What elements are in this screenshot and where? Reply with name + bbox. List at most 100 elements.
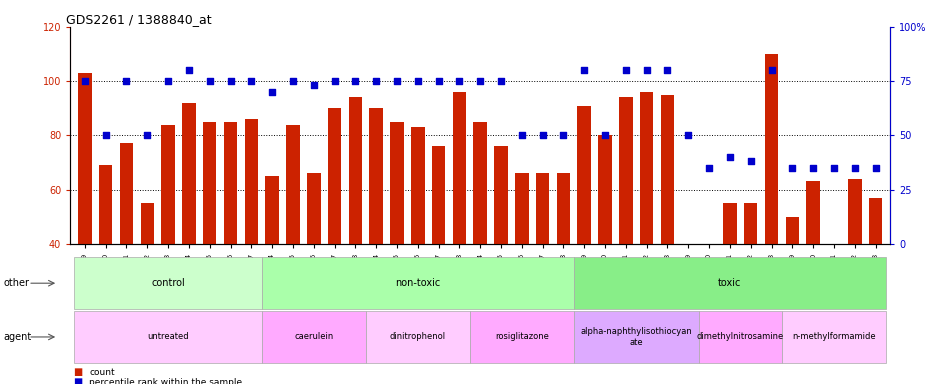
Point (264, 89, 279, 95)
Bar (473, 122, 487, 244)
Point (577, 67, 592, 73)
Bar (598, 136, 611, 244)
Bar (619, 98, 632, 244)
Bar (411, 127, 424, 244)
Point (514, 132, 529, 139)
Bar (764, 54, 778, 244)
Bar (265, 176, 279, 244)
Point (555, 132, 570, 139)
FancyBboxPatch shape (782, 311, 885, 363)
Point (410, 78, 425, 84)
Point (431, 78, 446, 84)
Bar (452, 92, 466, 244)
Bar (120, 144, 133, 244)
Point (763, 67, 778, 73)
Bar (140, 203, 154, 244)
Bar (847, 179, 860, 244)
Bar (639, 92, 652, 244)
Point (98, 132, 113, 139)
Text: GDS2261 / 1388840_at: GDS2261 / 1388840_at (66, 13, 212, 26)
FancyBboxPatch shape (573, 257, 885, 309)
Text: dinitrophenol: dinitrophenol (389, 333, 446, 341)
FancyBboxPatch shape (469, 311, 573, 363)
Bar (806, 182, 819, 244)
Point (493, 78, 508, 84)
Bar (285, 124, 300, 244)
Point (701, 165, 716, 171)
Bar (78, 73, 92, 244)
Bar (389, 122, 403, 244)
Point (368, 78, 383, 84)
Text: control: control (151, 278, 184, 288)
Bar (826, 244, 840, 295)
Bar (660, 95, 674, 244)
Point (202, 78, 217, 84)
Point (618, 67, 633, 73)
FancyBboxPatch shape (573, 311, 698, 363)
Bar (203, 122, 216, 244)
Bar (577, 106, 591, 244)
Bar (328, 108, 341, 244)
Point (119, 78, 134, 84)
Text: ■: ■ (73, 367, 82, 377)
Text: rosiglitazone: rosiglitazone (494, 333, 548, 341)
Text: percentile rank within the sample: percentile rank within the sample (89, 377, 241, 384)
Bar (680, 244, 695, 263)
Point (659, 67, 674, 73)
Point (597, 132, 612, 139)
Bar (515, 173, 528, 244)
Point (223, 78, 238, 84)
Point (534, 132, 549, 139)
Bar (348, 98, 361, 244)
Point (867, 165, 882, 171)
Bar (535, 173, 548, 244)
Point (389, 78, 404, 84)
Bar (431, 146, 445, 244)
Bar (556, 173, 570, 244)
Bar (182, 103, 196, 244)
Point (805, 165, 820, 171)
Bar (702, 244, 715, 263)
Bar (784, 217, 798, 244)
Point (139, 132, 154, 139)
FancyBboxPatch shape (74, 257, 261, 309)
Text: untreated: untreated (147, 333, 189, 341)
FancyBboxPatch shape (261, 311, 365, 363)
Text: n-methylformamide: n-methylformamide (791, 333, 875, 341)
Bar (868, 198, 882, 244)
Text: alpha-naphthylisothiocyan
ate: alpha-naphthylisothiocyan ate (579, 327, 692, 347)
FancyBboxPatch shape (74, 311, 261, 363)
Point (451, 78, 466, 84)
Point (160, 78, 175, 84)
Text: other: other (4, 278, 30, 288)
Text: ■: ■ (73, 377, 82, 384)
Bar (369, 108, 383, 244)
Text: agent: agent (4, 332, 32, 342)
Point (327, 78, 342, 84)
Point (784, 165, 799, 171)
Point (472, 78, 487, 84)
Text: toxic: toxic (718, 278, 740, 288)
Point (78, 78, 93, 84)
Bar (161, 124, 175, 244)
Bar (307, 173, 320, 244)
Bar (743, 203, 756, 244)
Bar (99, 165, 112, 244)
Point (742, 158, 757, 164)
Point (826, 165, 841, 171)
Point (306, 83, 321, 89)
Point (680, 132, 695, 139)
Bar (224, 122, 237, 244)
Bar (244, 119, 257, 244)
Text: count: count (89, 368, 114, 377)
Point (243, 78, 258, 84)
Point (285, 78, 300, 84)
Point (722, 154, 737, 160)
FancyBboxPatch shape (365, 311, 469, 363)
FancyBboxPatch shape (261, 257, 573, 309)
Bar (723, 203, 736, 244)
Bar (493, 146, 507, 244)
Text: caerulein: caerulein (294, 333, 333, 341)
Point (638, 67, 653, 73)
FancyBboxPatch shape (698, 311, 782, 363)
